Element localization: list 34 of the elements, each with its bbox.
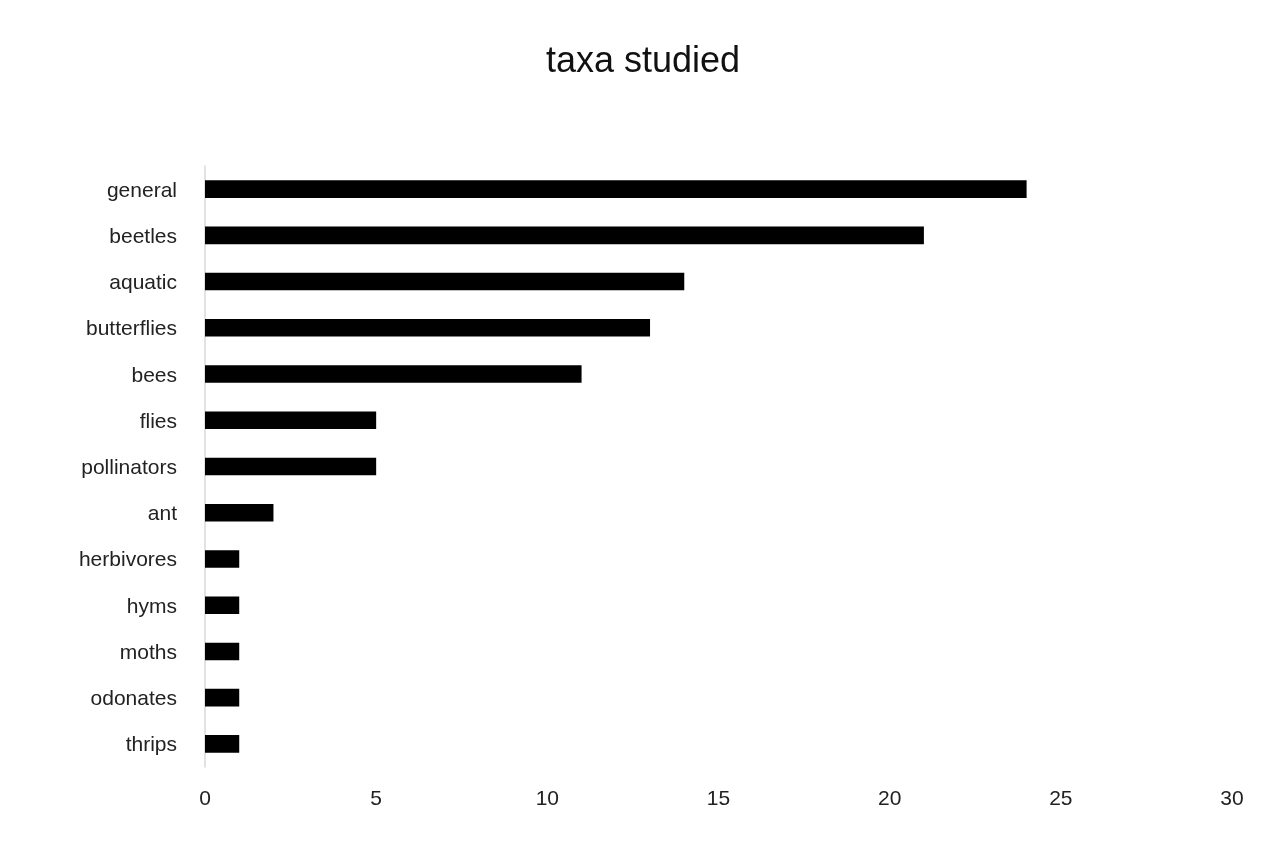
y-tick-label: aquatic: [109, 270, 177, 294]
y-tick-label: odonates: [90, 686, 177, 710]
bar: [205, 642, 240, 661]
bar: [205, 550, 240, 568]
x-tick-label: 0: [199, 786, 211, 809]
x-tick-label: 20: [877, 786, 902, 809]
y-tick-label: pollinators: [81, 455, 177, 478]
y-tick-label: flies: [139, 408, 177, 432]
y-tick-label: herbivores: [78, 547, 177, 571]
bar: [205, 735, 240, 753]
bar: [205, 503, 274, 522]
bar: [205, 688, 240, 707]
bar: [205, 226, 924, 245]
y-tick-label: general: [106, 177, 177, 201]
y-tick-label: hyms: [126, 593, 177, 617]
y-tick-label: bees: [131, 362, 177, 386]
bar: [205, 365, 582, 383]
bar: [205, 596, 240, 614]
y-tick-label: ant: [147, 501, 178, 525]
x-tick-label: 30: [1220, 786, 1244, 809]
y-tick-label: moths: [119, 639, 177, 663]
chart-title: taxa studied: [545, 38, 741, 80]
bar: [205, 457, 377, 476]
y-tick-label: butterflies: [85, 316, 177, 340]
x-tick-label: 15: [706, 786, 731, 809]
x-tick-label: 10: [535, 786, 560, 809]
x-tick-label: 5: [370, 786, 383, 809]
y-tick-label: beetles: [109, 223, 177, 247]
y-tick-label: thrips: [125, 732, 177, 756]
bar: [205, 180, 1027, 198]
bar: [205, 319, 651, 337]
bar: [205, 411, 377, 430]
bar: [205, 272, 685, 291]
x-tick-label: 25: [1049, 786, 1073, 809]
